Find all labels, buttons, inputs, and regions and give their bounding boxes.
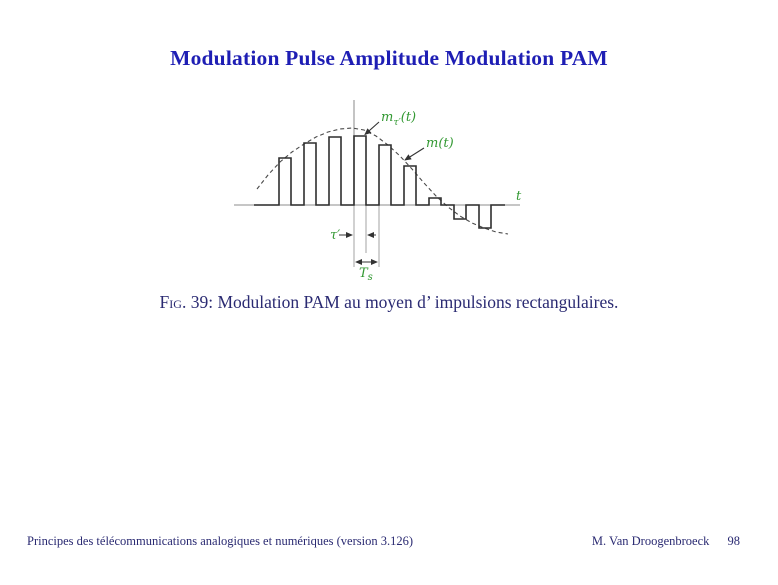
page-title: Modulation Pulse Amplitude Modulation PA…	[170, 46, 608, 70]
label-sampling-period: Ts	[359, 266, 373, 283]
caption-text: 39: Modulation PAM au moyen d’ impulsion…	[190, 292, 619, 312]
footer-author-block: M. Van Droogenbroeck 98	[592, 534, 740, 549]
label-time-axis: t	[516, 189, 522, 204]
envelope-curve	[256, 127, 509, 235]
footer-author: M. Van Droogenbroeck	[591, 534, 710, 548]
label-message-signal: m(t)	[426, 136, 454, 151]
label-sampled-signal: mτ′(t)	[381, 110, 416, 128]
waveform	[254, 135, 505, 229]
caption-tag: Fig.	[159, 292, 187, 312]
sampled-label-arrow	[364, 121, 380, 136]
figure-caption: Fig. 39: Modulation PAM au moyen d’ impu…	[0, 292, 778, 313]
label-pulse-width: τ′	[330, 228, 340, 243]
message-label-arrow	[404, 147, 425, 161]
footer-page-number: 98	[727, 534, 741, 548]
footer-course-title: Principes des télécommunications analogi…	[27, 534, 414, 548]
